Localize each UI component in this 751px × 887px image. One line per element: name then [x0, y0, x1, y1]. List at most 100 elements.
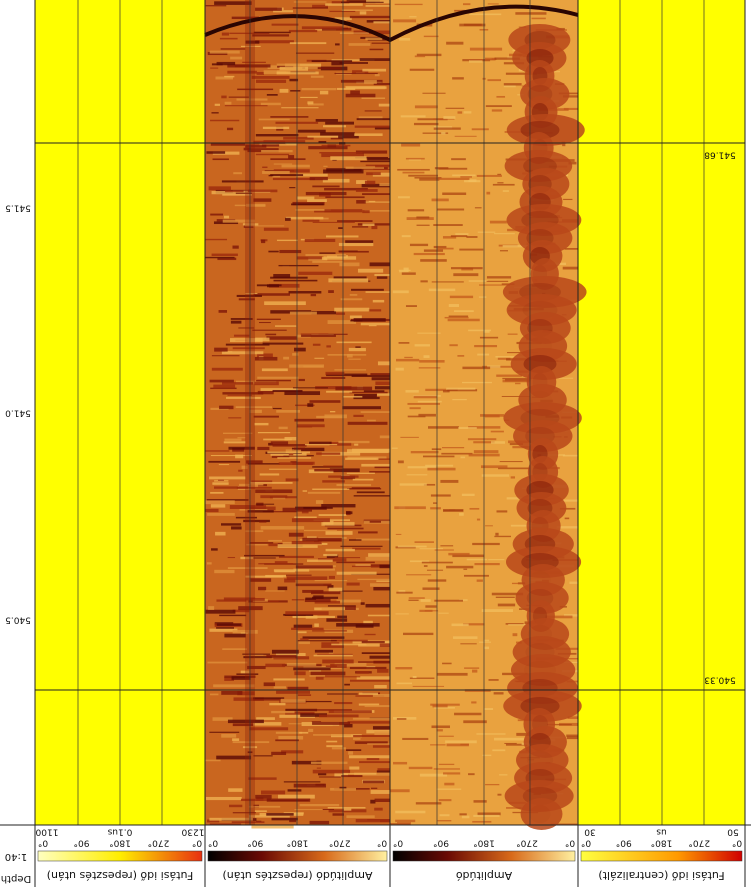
texture — [457, 111, 463, 114]
texture — [347, 721, 390, 724]
texture — [214, 569, 235, 574]
texture — [422, 455, 455, 458]
texture — [301, 88, 337, 91]
texture — [274, 561, 288, 564]
texture — [403, 267, 409, 271]
texture — [464, 180, 481, 183]
texture — [453, 310, 474, 313]
blob — [503, 690, 582, 722]
texture — [323, 256, 357, 260]
texture — [239, 483, 259, 488]
texture — [339, 62, 368, 64]
texture — [471, 128, 489, 131]
texture — [271, 23, 299, 26]
texture — [359, 692, 379, 695]
texture — [229, 32, 270, 35]
texture — [502, 377, 533, 380]
depth-label: 540.5 — [5, 615, 31, 625]
texture — [294, 347, 306, 352]
texture — [359, 11, 367, 15]
texture — [486, 276, 512, 279]
texture — [273, 686, 287, 689]
texture — [245, 144, 267, 148]
texture — [270, 174, 304, 177]
texture — [276, 239, 298, 242]
texture — [420, 280, 428, 283]
texture — [294, 671, 306, 676]
degree-label: 270° — [688, 838, 710, 848]
texture — [340, 1, 384, 3]
texture — [222, 219, 255, 223]
texture — [351, 374, 390, 377]
texture — [467, 438, 497, 441]
texture — [272, 389, 303, 393]
degree-label: 180° — [651, 838, 673, 848]
texture — [331, 747, 346, 750]
texture — [222, 432, 253, 434]
texture — [272, 174, 281, 178]
texture — [219, 405, 234, 410]
texture — [363, 390, 385, 393]
texture — [281, 107, 319, 109]
texture — [277, 65, 294, 68]
texture — [329, 411, 336, 413]
texture — [422, 587, 440, 590]
texture — [353, 396, 380, 400]
texture — [444, 782, 455, 786]
texture — [264, 301, 306, 306]
texture — [402, 171, 425, 174]
texture — [356, 200, 366, 204]
texture — [364, 110, 382, 112]
texture — [314, 623, 319, 627]
texture — [413, 252, 445, 256]
texture — [344, 723, 353, 728]
texture — [431, 448, 442, 451]
texture — [422, 92, 446, 94]
texture — [325, 3, 363, 6]
texture — [407, 209, 425, 212]
texture — [328, 290, 334, 293]
texture — [255, 489, 293, 494]
texture — [245, 40, 260, 44]
texture — [428, 288, 456, 292]
texture — [319, 90, 329, 95]
texture — [366, 172, 381, 176]
texture — [321, 153, 365, 158]
texture — [244, 554, 285, 557]
texture — [217, 257, 237, 261]
texture — [297, 694, 312, 697]
texture — [436, 247, 454, 250]
texture — [284, 391, 321, 396]
texture — [327, 605, 356, 607]
texture — [483, 330, 490, 333]
texture — [447, 389, 478, 392]
texture — [227, 64, 271, 68]
texture — [221, 691, 243, 695]
texture — [531, 17, 546, 20]
texture — [468, 773, 475, 776]
texture — [222, 382, 254, 385]
texture — [373, 82, 390, 86]
texture — [262, 511, 297, 513]
texture — [433, 245, 447, 249]
texture — [325, 235, 359, 238]
texture — [469, 13, 502, 16]
texture — [232, 245, 239, 249]
texture — [220, 523, 242, 526]
texture — [497, 357, 511, 360]
texture — [310, 761, 348, 764]
texture — [439, 814, 450, 817]
texture — [460, 456, 466, 459]
texture — [293, 783, 327, 788]
texture — [355, 156, 388, 159]
texture — [446, 565, 474, 569]
texture — [354, 443, 359, 446]
texture — [328, 809, 367, 813]
texture — [438, 799, 452, 802]
texture — [491, 58, 497, 60]
texture — [216, 599, 247, 602]
scale-label: us — [656, 827, 667, 837]
texture — [210, 504, 226, 508]
texture — [249, 481, 293, 484]
texture — [498, 467, 530, 470]
